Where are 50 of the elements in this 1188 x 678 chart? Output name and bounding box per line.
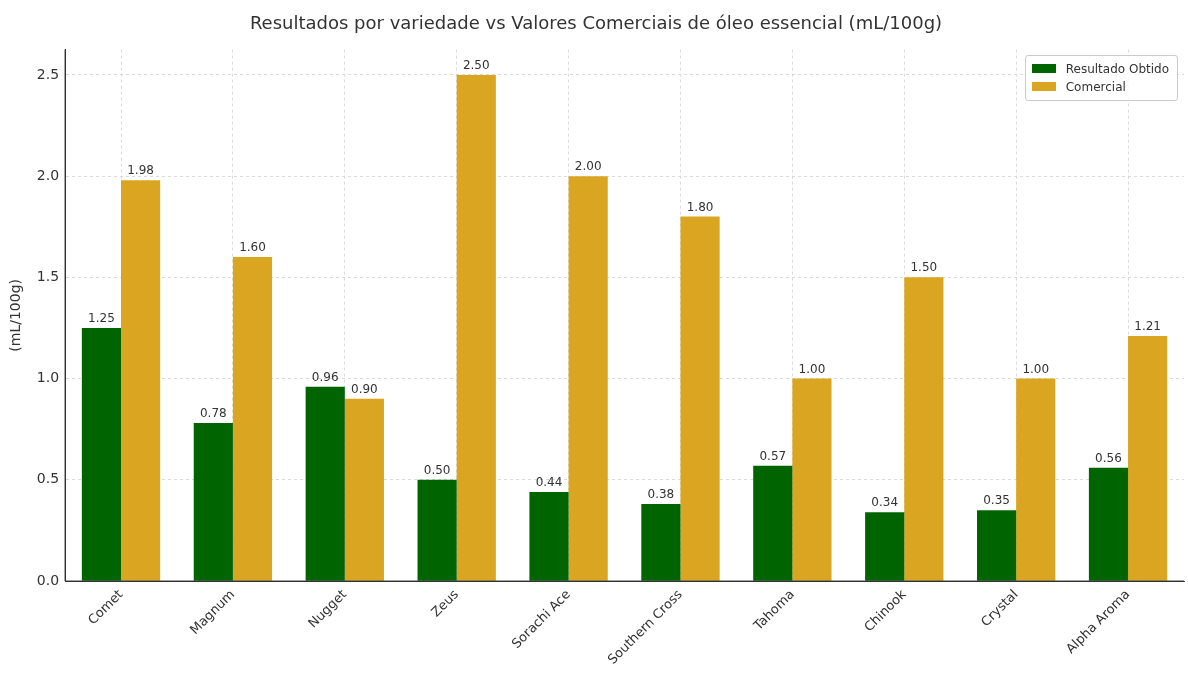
bar: [1128, 336, 1168, 581]
bar: [456, 74, 496, 581]
data-label: 1.00: [1022, 361, 1050, 376]
data-label: 0.56: [1095, 450, 1122, 465]
data-label: 0.38: [647, 487, 675, 502]
data-label: 1.80: [686, 199, 714, 214]
data-label: 1.60: [239, 240, 266, 255]
y-tick-label: 1.5: [36, 268, 60, 284]
data-label: 1.25: [88, 311, 115, 326]
data-label: 0.96: [311, 369, 339, 384]
bar: [344, 398, 384, 581]
bar: [417, 479, 457, 581]
bar: [193, 423, 233, 581]
bar: [753, 465, 793, 581]
legend-label: Comercial: [1065, 79, 1126, 94]
data-label: 1.21: [1134, 319, 1161, 334]
data-label: 1.98: [127, 163, 154, 178]
data-label: 0.35: [983, 493, 1010, 508]
bar: [1016, 378, 1056, 581]
data-label: 0.57: [759, 448, 787, 463]
data-label: 1.00: [798, 361, 826, 376]
bar: [568, 176, 608, 581]
y-tick-label: 2.5: [36, 65, 60, 82]
bar: [529, 491, 569, 581]
data-label: 0.34: [871, 495, 899, 510]
bar: [977, 510, 1017, 581]
bar: [680, 216, 720, 581]
bar: [792, 378, 832, 581]
data-label: 0.78: [199, 406, 227, 421]
data-label: 0.90: [351, 381, 378, 396]
data-label: 2.50: [462, 58, 490, 73]
data-label: 0.50: [423, 462, 451, 477]
y-tick-label: 0.5: [36, 470, 60, 487]
y-tick-label: 2.0: [36, 166, 60, 183]
data-label: 2.00: [574, 159, 602, 174]
bar: [81, 327, 122, 581]
bar: [865, 512, 905, 581]
y-tick-label: 1.0: [36, 369, 60, 386]
bar: [641, 504, 681, 581]
bar: [1088, 467, 1129, 581]
chart-title: Resultados por variedade vs Valores Comerciais de óleo essencial (mL/100g): [249, 12, 943, 34]
y-tick-label: 0.0: [36, 571, 60, 588]
y-axis-title: (mL/100g): [7, 278, 24, 352]
data-label: 1.50: [910, 260, 938, 275]
bar: [305, 386, 345, 581]
bar: [904, 277, 944, 581]
data-label: 0.44: [535, 475, 563, 490]
legend-label: Resultado Obtido: [1065, 61, 1169, 76]
bar: [121, 180, 161, 581]
bar: [232, 257, 273, 581]
